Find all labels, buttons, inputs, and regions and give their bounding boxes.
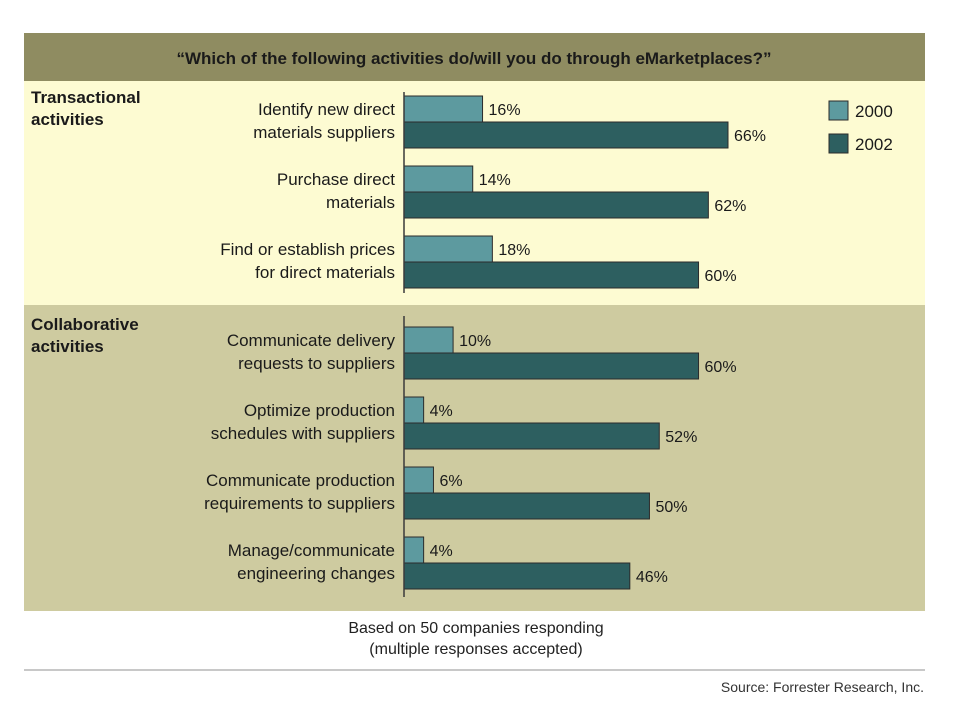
legend-swatch (828, 100, 849, 121)
category-label: Purchase direct (277, 170, 395, 189)
category-labels: Identify new direct materials suppliers Pu… (204, 100, 395, 583)
category-label: schedules with suppliers (211, 424, 395, 443)
bar-2002 (403, 261, 700, 289)
legend-label: 2002 (855, 135, 893, 154)
category-label: Communicate production (206, 471, 395, 490)
value-label: 62% (714, 198, 746, 215)
value-label: 18% (498, 242, 530, 259)
bar-2000 (403, 396, 425, 424)
value-label: 60% (705, 268, 737, 285)
value-label: 50% (655, 499, 687, 516)
bar-2002 (403, 191, 709, 219)
source-text: Source: Forrester Research, Inc. (721, 679, 924, 695)
legend-swatch (828, 133, 849, 154)
value-label: 52% (665, 429, 697, 446)
category-label: Manage/communicate (228, 541, 395, 560)
bar-2002 (403, 562, 631, 590)
category-label: for direct materials (255, 263, 395, 282)
value-label: 4% (430, 403, 453, 420)
category-label: Optimize production (244, 401, 395, 420)
bar-2000 (403, 95, 484, 123)
bar-2000 (403, 466, 434, 494)
bar-2000 (403, 536, 425, 564)
group-label: activities (31, 110, 104, 129)
footnote: Based on 50 companies responding (multip… (348, 620, 603, 658)
bar-2000 (403, 165, 474, 193)
chart-title: “Which of the following activities do/wi… (176, 49, 771, 68)
category-label: materials (326, 193, 395, 212)
category-label: engineering changes (237, 564, 395, 583)
bars (403, 95, 729, 590)
value-label: 16% (489, 102, 521, 119)
category-label: requirements to suppliers (204, 494, 395, 513)
title-band (24, 33, 925, 81)
bar-2000 (403, 235, 493, 263)
value-label: 14% (479, 172, 511, 189)
value-label: 4% (430, 543, 453, 560)
group-label: Collaborative (31, 315, 139, 334)
category-label: Identify new direct (258, 100, 395, 119)
category-label: Find or establish prices (220, 240, 395, 259)
bar-2002 (403, 121, 729, 149)
footnote-line: (multiple responses accepted) (369, 641, 582, 658)
group-label: activities (31, 337, 104, 356)
footnote-line: Based on 50 companies responding (348, 620, 603, 637)
value-label: 66% (734, 128, 766, 145)
legend-label: 2000 (855, 102, 893, 121)
bar-2002 (403, 492, 650, 520)
value-label: 6% (439, 473, 462, 490)
group-label: Transactional (31, 88, 141, 107)
value-label: 60% (705, 359, 737, 376)
group-labels: Transactional activities Collaborative acti… (31, 88, 141, 356)
bar-2000 (403, 326, 454, 354)
category-label: requests to suppliers (238, 354, 395, 373)
legend: 2000 2002 (828, 100, 893, 154)
bar-2002 (403, 422, 660, 450)
bar-2002 (403, 352, 700, 380)
value-labels: 16% 66% 14% 62% 18% 60% 10% 60% 4% 52% 6% 50% 4% 46% (430, 102, 766, 586)
value-label: 10% (459, 333, 491, 350)
category-label: materials suppliers (253, 123, 395, 142)
category-label: Communicate delivery (227, 331, 396, 350)
value-label: 46% (636, 569, 668, 586)
